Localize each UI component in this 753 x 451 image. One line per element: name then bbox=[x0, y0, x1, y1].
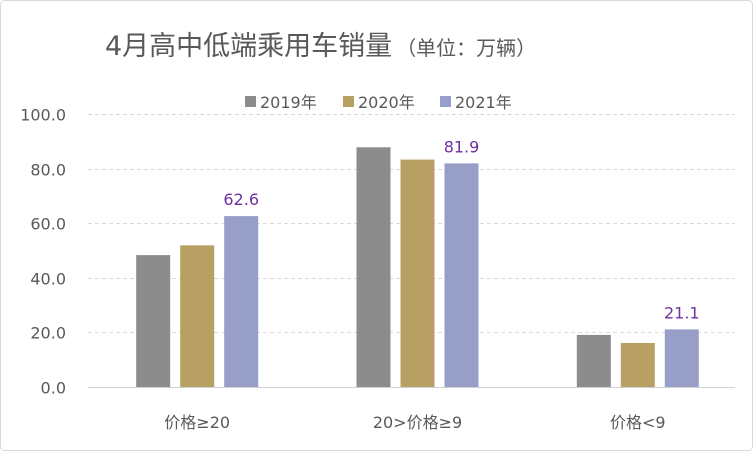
data-labels: 62.6 81.9 21.1 bbox=[223, 137, 699, 322]
y-tick-label: 40.0 bbox=[30, 270, 66, 289]
data-label: 62.6 bbox=[223, 190, 259, 209]
y-tick-label: 20.0 bbox=[30, 324, 66, 343]
y-tick-label: 100.0 bbox=[20, 106, 66, 125]
bar bbox=[136, 255, 171, 387]
bar bbox=[664, 329, 699, 387]
data-label: 21.1 bbox=[664, 303, 700, 322]
chart-title-text: 4月高中低端乘用车销量 （单位：万辆） bbox=[105, 31, 536, 62]
chart-subtitle: （单位：万辆） bbox=[396, 36, 536, 60]
x-axis-category-labels: 价格≥20 20>价格≥9 价格<9 bbox=[164, 413, 665, 432]
bar bbox=[400, 159, 435, 387]
bar bbox=[576, 334, 611, 387]
legend-swatch-2021 bbox=[440, 96, 451, 107]
legend-label-2020: 2020年 bbox=[358, 93, 415, 112]
y-tick-label: 60.0 bbox=[30, 215, 66, 234]
bar bbox=[180, 245, 215, 387]
legend-label-2021: 2021年 bbox=[455, 93, 512, 112]
legend: 2019年 2020年 2021年 bbox=[245, 93, 512, 112]
y-tick-label: 80.0 bbox=[30, 161, 66, 180]
x-category-label: 价格<9 bbox=[610, 413, 666, 432]
legend-label-2019: 2019年 bbox=[260, 93, 317, 112]
y-axis-tick-labels: 0.0 20.0 40.0 60.0 80.0 100.0 bbox=[20, 106, 66, 398]
legend-swatch-2020 bbox=[343, 96, 354, 107]
y-tick-label: 0.0 bbox=[41, 379, 66, 398]
bars bbox=[136, 147, 699, 387]
data-label: 81.9 bbox=[444, 137, 480, 156]
chart-title: 4月高中低端乘用车销量 bbox=[105, 31, 392, 62]
bar bbox=[356, 147, 391, 387]
x-category-label: 20>价格≥9 bbox=[373, 413, 462, 432]
legend-swatch-2019 bbox=[245, 96, 256, 107]
x-category-label: 价格≥20 bbox=[164, 413, 230, 432]
bar bbox=[620, 343, 655, 387]
bar bbox=[224, 216, 259, 387]
bar bbox=[444, 163, 479, 387]
